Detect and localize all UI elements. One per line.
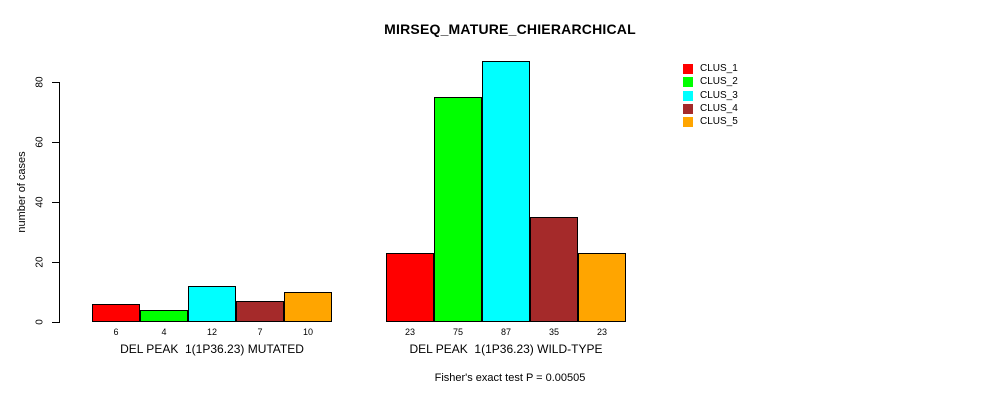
bar-clus_3-group2 [482,61,530,322]
group-label: DEL PEAK 1(1P36.23) WILD-TYPE [409,342,603,356]
y-tick-label: 20 [34,256,46,268]
bar-value-label: 6 [113,327,119,337]
legend-swatch-clus_1 [683,64,693,74]
bar-clus_2-group1 [140,310,188,322]
y-tick-mark [52,142,59,143]
y-tick-mark [52,322,59,323]
chart-title: MIRSEQ_MATURE_CHIERARCHICAL [384,21,636,37]
bar-clus_5-group1 [284,292,332,322]
y-tick-label: 40 [34,196,46,208]
bar-value-label: 10 [302,327,314,337]
bar-clus_4-group1 [236,301,284,322]
y-tick-mark [52,262,59,263]
y-axis-line [59,82,60,323]
legend-label: CLUS_4 [700,102,738,114]
bar-value-label: 75 [452,327,464,337]
bar-value-label: 4 [161,327,167,337]
legend-label: CLUS_2 [700,76,738,88]
bar-clus_1-group1 [92,304,140,322]
legend-label: CLUS_5 [700,116,738,128]
bar-value-label: 35 [548,327,560,337]
bar-clus_2-group2 [434,97,482,322]
y-tick-label: 80 [34,76,46,88]
bar-value-label: 23 [596,327,608,337]
y-axis-label: number of cases [16,151,28,233]
bar-value-label: 87 [500,327,512,337]
legend-label: CLUS_1 [700,63,738,74]
legend-swatch-clus_3 [683,90,693,101]
bar-value-label: 23 [404,327,416,337]
bar-value-label: 7 [257,327,263,337]
bar-clus_5-group2 [578,253,626,322]
legend-swatch-clus_5 [683,117,693,128]
legend-swatch-clus_4 [683,103,693,114]
y-tick-label: 0 [34,319,46,325]
y-tick-mark [52,202,59,203]
group-label: DEL PEAK 1(1P36.23) MUTATED [120,342,304,356]
legend-swatch-clus_2 [683,77,693,88]
bar-value-label: 12 [206,327,218,337]
y-tick-label: 60 [34,136,46,148]
bar-clus_3-group1 [188,286,236,322]
y-tick-mark [52,82,59,83]
footnote: Fisher's exact test P = 0.00505 [434,372,586,384]
bar-clus_4-group2 [530,217,578,322]
legend-label: CLUS_3 [700,89,738,101]
bar-clus_1-group2 [386,253,434,322]
